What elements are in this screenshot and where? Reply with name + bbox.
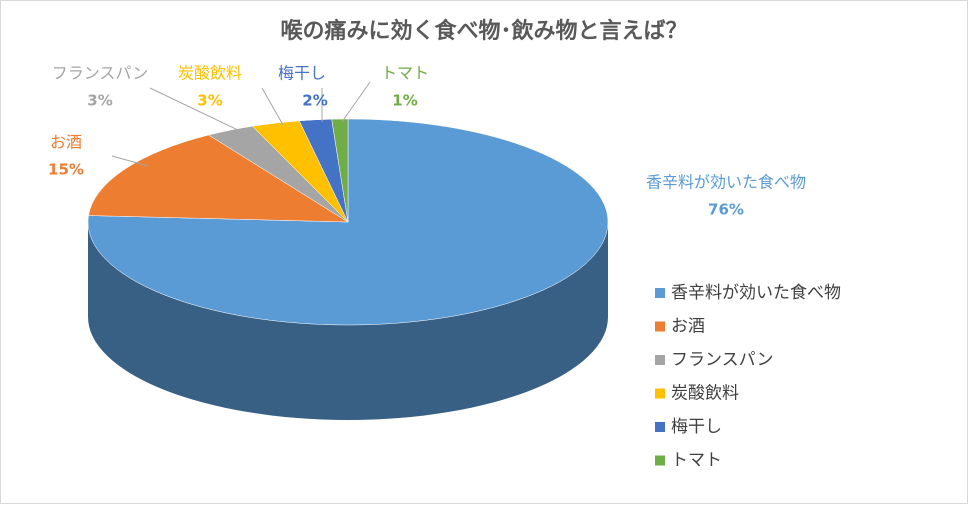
legend-marker: [655, 388, 665, 399]
data-label-name: フランスパン: [52, 64, 148, 83]
slice: [331, 118, 349, 223]
data-label-value: 15%: [48, 161, 84, 179]
data-label-name: トマト: [381, 64, 429, 83]
legend-marker: [655, 288, 665, 298]
data-label-value: 3%: [197, 92, 222, 110]
slice: [87, 118, 609, 326]
data-label-name: 炭酸飲料: [178, 64, 242, 83]
data-label-value: 76%: [708, 201, 744, 219]
leader-line: [111, 155, 149, 167]
slice-side: [88, 222, 608, 420]
legend-label: 梅干し: [671, 417, 722, 437]
legend-label: トマト: [671, 451, 722, 471]
chart-title: 喉の痛みに効く食べ物･飲み物と言えば？: [280, 18, 687, 44]
data-label-value: 3%: [87, 92, 112, 110]
legend-label: お酒: [671, 317, 705, 337]
data-label-name: お酒: [50, 133, 82, 152]
leader-line: [149, 87, 243, 133]
legend-marker: [655, 455, 665, 466]
legend-marker: [655, 321, 665, 332]
legend-marker: [655, 355, 665, 365]
leader-line: [341, 81, 371, 123]
leader-line: [261, 87, 284, 126]
legend-label: フランスパン: [671, 350, 774, 370]
legend-marker: [655, 422, 665, 432]
legend-label: 香辛料が効いた食べ物: [671, 283, 841, 303]
slice: [88, 134, 349, 223]
legend-label: 炭酸飲料: [671, 384, 739, 404]
data-label-name: 梅干し: [278, 64, 326, 83]
data-label-value: 1%: [392, 92, 417, 110]
data-label-value: 2%: [302, 92, 327, 110]
data-label-name: 香辛料が効いた食べ物: [646, 173, 806, 192]
